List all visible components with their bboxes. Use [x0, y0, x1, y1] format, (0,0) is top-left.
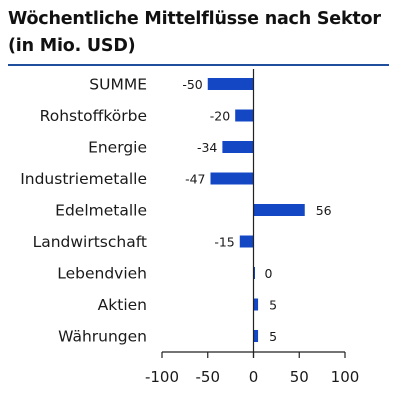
x-tick-label-1: -50	[196, 368, 221, 386]
category-label-1: Rohstoffkörbe	[40, 107, 147, 125]
bar-3	[210, 172, 254, 185]
x-tick-label-0: -100	[145, 368, 179, 386]
chart-title-block: Wöchentliche Mittelflüsse nach Sektor (i…	[8, 6, 408, 60]
value-label-3: -47	[185, 172, 205, 187]
value-label-8: 5	[269, 329, 277, 344]
category-label-6: Lebendvieh	[57, 265, 147, 283]
chart-subtitle: (in Mio. USD)	[8, 36, 136, 56]
value-label-7: 5	[269, 298, 277, 313]
category-label-2: Energie	[88, 139, 147, 157]
bar-2	[222, 141, 254, 153]
value-label-0: -50	[182, 77, 202, 92]
category-label-0: SUMME	[89, 76, 147, 94]
chart-title: Wöchentliche Mittelflüsse nach Sektor	[8, 9, 381, 29]
bar-5	[239, 235, 254, 248]
x-tick-label-2: 0	[249, 368, 259, 386]
category-label-5: Landwirtschaft	[33, 233, 147, 251]
x-tick-label-4: 100	[331, 368, 360, 386]
category-label-4: Edelmetalle	[55, 202, 147, 220]
category-label-7: Aktien	[98, 296, 147, 314]
value-label-1: -20	[210, 109, 230, 124]
value-label-4: 56	[316, 203, 332, 218]
bar-6	[253, 267, 255, 279]
bar-8	[253, 330, 259, 342]
category-label-8: Währungen	[58, 328, 147, 346]
bar-4	[253, 204, 305, 216]
bar-0	[207, 78, 254, 90]
category-label-3: Industriemetalle	[20, 170, 147, 188]
x-tick-label-3: 50	[290, 368, 309, 386]
value-label-5: -15	[214, 235, 234, 250]
bar-1	[235, 109, 254, 122]
value-label-2: -34	[197, 140, 217, 155]
value-label-6: 0	[265, 266, 273, 281]
bar-7	[253, 298, 259, 311]
title-underline	[8, 64, 389, 66]
